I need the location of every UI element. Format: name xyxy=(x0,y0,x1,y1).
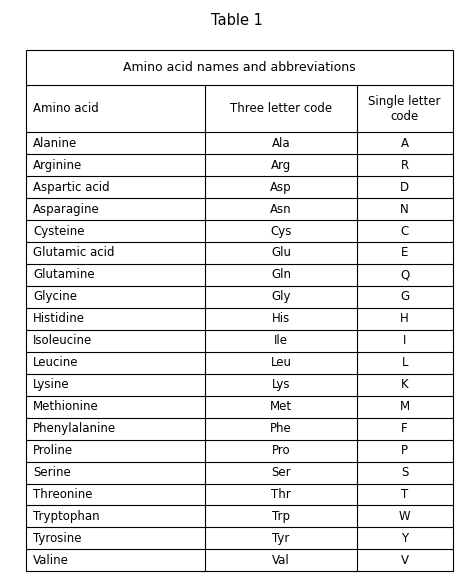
Text: D: D xyxy=(400,180,409,193)
Text: Y: Y xyxy=(401,532,408,545)
Text: Phe: Phe xyxy=(270,422,292,435)
Text: I: I xyxy=(403,334,406,347)
Text: Tyr: Tyr xyxy=(272,532,290,545)
Text: Pro: Pro xyxy=(272,444,290,457)
Text: Ile: Ile xyxy=(274,334,288,347)
Text: R: R xyxy=(401,159,409,172)
Text: Phenylalanine: Phenylalanine xyxy=(33,422,116,435)
Text: N: N xyxy=(401,203,409,216)
Text: H: H xyxy=(401,312,409,325)
Text: M: M xyxy=(400,400,410,413)
Text: T: T xyxy=(401,488,408,501)
Text: Proline: Proline xyxy=(33,444,73,457)
Text: Glu: Glu xyxy=(271,247,291,260)
Text: Aspartic acid: Aspartic acid xyxy=(33,180,110,193)
Text: Met: Met xyxy=(270,400,292,413)
Text: G: G xyxy=(400,291,409,304)
Text: Q: Q xyxy=(400,268,410,281)
Text: Asparagine: Asparagine xyxy=(33,203,100,216)
Text: W: W xyxy=(399,510,410,523)
Text: L: L xyxy=(401,356,408,369)
Text: His: His xyxy=(272,312,290,325)
Text: Cysteine: Cysteine xyxy=(33,224,85,237)
Text: Tyrosine: Tyrosine xyxy=(33,532,82,545)
Text: Glutamic acid: Glutamic acid xyxy=(33,247,115,260)
Text: Leu: Leu xyxy=(271,356,292,369)
Text: Table 1: Table 1 xyxy=(211,13,263,28)
Text: Gln: Gln xyxy=(271,268,291,281)
Text: Arginine: Arginine xyxy=(33,159,82,172)
Text: Gly: Gly xyxy=(271,291,291,304)
Text: Asp: Asp xyxy=(270,180,292,193)
Text: A: A xyxy=(401,137,409,149)
Text: V: V xyxy=(401,554,409,567)
Text: Histidine: Histidine xyxy=(33,312,85,325)
Text: Methionine: Methionine xyxy=(33,400,99,413)
Text: Isoleucine: Isoleucine xyxy=(33,334,92,347)
Text: Tryptophan: Tryptophan xyxy=(33,510,100,523)
Text: Thr: Thr xyxy=(271,488,291,501)
Bar xyxy=(26,50,453,571)
Text: Amino acid names and abbreviations: Amino acid names and abbreviations xyxy=(123,61,356,74)
Text: Threonine: Threonine xyxy=(33,488,93,501)
Text: F: F xyxy=(401,422,408,435)
Text: Val: Val xyxy=(272,554,290,567)
Text: Lysine: Lysine xyxy=(33,378,70,391)
Text: Glutamine: Glutamine xyxy=(33,268,95,281)
Text: Asn: Asn xyxy=(270,203,292,216)
Text: Valine: Valine xyxy=(33,554,69,567)
Text: Arg: Arg xyxy=(271,159,291,172)
Text: Serine: Serine xyxy=(33,466,71,479)
Text: Single letter
code: Single letter code xyxy=(368,95,441,122)
Text: Glycine: Glycine xyxy=(33,291,77,304)
Text: Ser: Ser xyxy=(271,466,291,479)
Text: E: E xyxy=(401,247,409,260)
Text: Trp: Trp xyxy=(272,510,290,523)
Text: S: S xyxy=(401,466,409,479)
Text: Cys: Cys xyxy=(270,224,292,237)
Text: Lys: Lys xyxy=(272,378,290,391)
Text: Three letter code: Three letter code xyxy=(230,102,332,115)
Text: Leucine: Leucine xyxy=(33,356,79,369)
Text: P: P xyxy=(401,444,408,457)
Text: Alanine: Alanine xyxy=(33,137,77,149)
Text: Amino acid: Amino acid xyxy=(33,102,99,115)
Text: C: C xyxy=(401,224,409,237)
Text: K: K xyxy=(401,378,409,391)
Text: Ala: Ala xyxy=(272,137,290,149)
